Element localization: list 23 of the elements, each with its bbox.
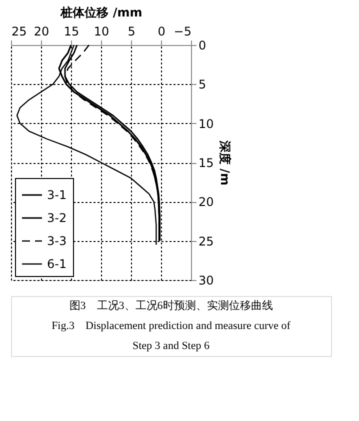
legend-label: 3-3 bbox=[47, 234, 67, 248]
x-tick-label: 20 bbox=[34, 24, 50, 38]
y-tick-label: 10 bbox=[198, 116, 214, 131]
x-tick-label: 0 bbox=[158, 24, 166, 38]
x-tick-label: 5 bbox=[128, 24, 136, 38]
y-tick-label: 30 bbox=[198, 274, 214, 288]
x-tick-label: 25 bbox=[12, 24, 27, 38]
y-tick-label: 15 bbox=[198, 156, 214, 170]
y-tick-label: 25 bbox=[198, 234, 214, 248]
y-tick-label: 5 bbox=[198, 78, 206, 92]
text: Step 3 and Step 6 bbox=[132, 340, 210, 352]
y-tick-label: 0 bbox=[198, 38, 206, 52]
x-tick-label: 10 bbox=[94, 24, 110, 38]
y-axis-title: 深度 /m bbox=[218, 139, 232, 186]
legend-label: 3-2 bbox=[47, 211, 67, 225]
caption: 图3 工况3、工况6时预测、实测位移曲线 bbox=[69, 299, 273, 312]
x-tick-label: −5 bbox=[174, 24, 192, 38]
legend-label: 3-1 bbox=[47, 188, 67, 202]
legend-label: 6-1 bbox=[47, 257, 67, 271]
y-tick-label: 20 bbox=[198, 195, 214, 210]
x-tick-label: 15 bbox=[64, 24, 80, 38]
caption: Fig.3 Displacement prediction and measure curve of bbox=[52, 320, 291, 332]
x-axis-title: 桩体位移 /mm bbox=[60, 6, 142, 20]
